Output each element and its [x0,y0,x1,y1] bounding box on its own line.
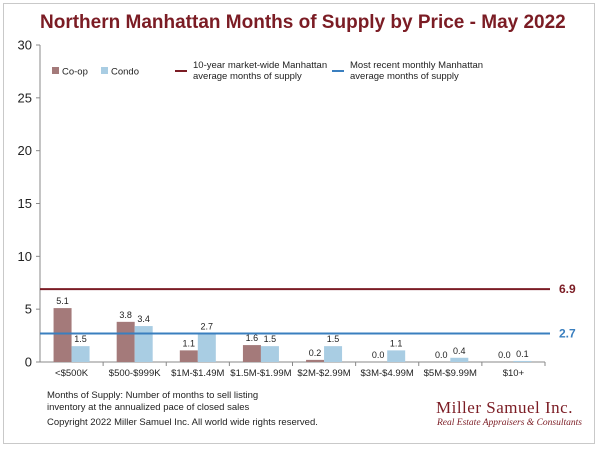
coop-bar [306,359,325,362]
coop-bar [116,321,135,362]
x-category-label: $5M-$9.99M [424,368,477,379]
coop-value-label: 0.2 [309,348,322,358]
footnote-line-1: Months of Supply: Number of months to se… [47,390,259,401]
coop-value-label: 0.0 [435,350,448,360]
coop-bar [179,350,198,362]
x-category-label: $500-$999K [109,368,161,379]
coop-value-label: 5.1 [56,296,69,306]
condo-legend-swatch [101,67,108,74]
chart-frame [3,3,595,444]
y-tick-label: 15 [18,196,32,211]
condo-value-label: 1.5 [74,334,87,344]
condo-bar [513,360,532,362]
coop-bar [53,308,72,362]
condo-bar [197,333,216,362]
condo-value-label: 1.1 [390,338,403,348]
x-category-label: $1M-$1.49M [171,368,224,379]
condo-value-label: 2.7 [201,321,214,331]
x-category-label: $10+ [503,368,525,379]
coop-value-label: 0.0 [372,350,385,360]
recent-average-value: 2.7 [559,326,576,340]
y-tick-label: 30 [18,38,32,53]
logo-tagline: Real Estate Appraisers & Consultants [437,418,582,428]
x-category-label: <$500K [55,368,89,379]
chart-title: Northern Manhattan Months of Supply by P… [40,12,566,33]
recent-average-legend-label-line: Most recent monthly Manhattan [350,60,483,71]
coop-value-label: 1.6 [246,333,259,343]
y-tick-label: 20 [18,143,32,158]
bars: 5.1 1.5 3.8 3.4 1.1 2.7 1.6 1.5 0.2 1.5 0.0 1.1 0.0 0… [53,296,532,362]
condo-bar [71,346,90,362]
condo-bar [260,346,279,362]
footnote-definition: Months of Supply: Number of months to se… [47,390,297,413]
condo-bar [450,357,469,362]
coop-legend-swatch [52,67,59,74]
coop-legend-label: Co-op [62,67,88,78]
y-tick-label: 0 [25,355,32,370]
ten-year-average-legend-label-line: average months of supply [193,71,302,82]
ten-year-average-legend-label-line: 10-year market-wide Manhattan [193,60,327,71]
coop-value-label: 3.8 [119,310,132,320]
axes: 0 5 10 15 20 25 30 <$500K $500-$999K $1M-$1.49M $1… [18,38,546,379]
condo-value-label: 0.1 [516,349,529,359]
condo-legend-label: Condo [111,67,139,78]
x-category-label: $3M-$4.99M [361,368,414,379]
logo-name: Miller Samuel Inc. [436,398,573,417]
condo-bar [134,326,153,362]
coop-value-label: 0.0 [498,350,511,360]
y-tick-label: 10 [18,249,32,264]
condo-bar [387,350,406,362]
condo-value-label: 3.4 [137,314,150,324]
x-category-label: $1.5M-$1.99M [230,368,291,379]
coop-value-label: 1.1 [183,338,196,348]
x-category-label: $2M-$2.99M [297,368,350,379]
condo-value-label: 0.4 [453,346,466,356]
condo-value-label: 1.5 [264,334,277,344]
copyright-text: Copyright 2022 Miller Samuel Inc. All wo… [47,417,318,428]
y-tick-label: 5 [25,302,32,317]
condo-bar [324,346,343,362]
ten-year-average-value: 6.9 [559,282,576,296]
coop-bar [242,345,261,362]
recent-average-legend-label-line: average months of supply [350,71,459,82]
y-tick-label: 25 [18,90,32,105]
reference-lines: 6.9 2.7 [40,282,576,340]
condo-value-label: 1.5 [327,334,340,344]
footnote-line-2: inventory at the annualized pace of clos… [47,401,250,413]
